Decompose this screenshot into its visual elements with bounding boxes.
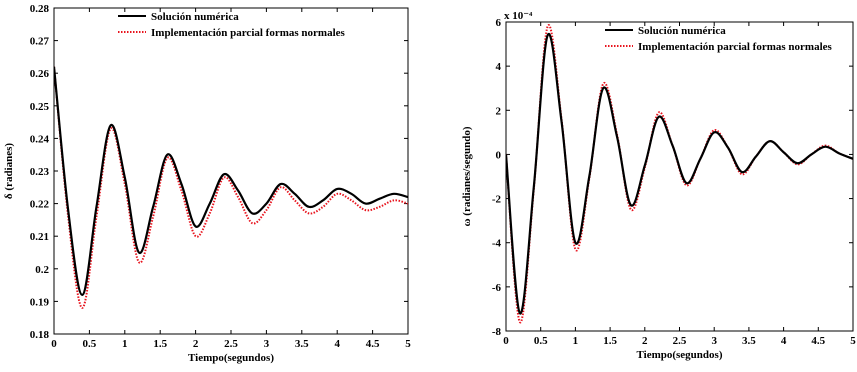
x-tick-label: 1: [573, 335, 579, 347]
chart-omega-svg: 0 0.5 1 1.5 2 2.5 3 3.5 4 4.5 5 -8 -6 -4 -2 0 2 4 6x 10⁻⁴ T…: [461, 10, 856, 361]
legend-entry: Implementación parcial formas normales: [638, 41, 833, 53]
x-tick-label: 0: [51, 338, 57, 350]
y-exponent-label: x 10⁻⁴: [504, 10, 533, 22]
x-tick-label: 0: [503, 335, 509, 347]
x-tick-label: 1.5: [153, 338, 167, 350]
series-line-implementacion-parcial: [54, 66, 408, 309]
x-tick-label: 1: [122, 338, 128, 350]
y-tick-label: -6: [492, 282, 502, 294]
x-tick-label: 2: [193, 338, 199, 350]
y-tick-label: 0.24: [30, 133, 50, 145]
x-tick-label: 2: [642, 335, 648, 347]
x-tick-label: 4.5: [366, 338, 380, 350]
x-tick-label: 5: [850, 335, 856, 347]
x-tick-label: 2.5: [224, 338, 238, 350]
y-tick-label: -2: [492, 194, 502, 206]
plot-frame: [505, 21, 854, 332]
y-tick-label: 4: [496, 61, 502, 73]
y-tick-label: 0.28: [30, 3, 50, 15]
y-tick-label: 0.18: [30, 329, 50, 341]
x-tick-label: 5: [405, 338, 411, 350]
series-line-solucion-numerica: [506, 32, 853, 315]
y-tick-label: 0.2: [35, 264, 49, 276]
y-tick-label: 0.19: [30, 296, 50, 308]
x-tick-label: 3.5: [295, 338, 309, 350]
y-tick-label: 0.25: [30, 101, 50, 113]
y-tick-label: 6: [496, 17, 502, 29]
series-line-solucion-numerica: [54, 66, 408, 296]
legend-entry: Implementación parcial formas normales: [151, 27, 346, 39]
y-tick-label: 0.27: [30, 36, 50, 48]
x-tick-label: 4.5: [811, 335, 825, 347]
y-tick-label: -8: [492, 326, 502, 338]
chart-delta-svg: 0 0.5 1 1.5 2 2.5 3 3.5 4 4.5 5 0.18 0.19 0.2 0.21 0.22…: [3, 3, 411, 364]
chart-omega: 0 0.5 1 1.5 2 2.5 3 3.5 4 4.5 5 -8 -6 -4 -2 0 2 4 6 x 10⁻⁴ T…: [440, 0, 857, 372]
plot-frame: [53, 7, 409, 335]
x-tick-label: 3: [711, 335, 717, 347]
x-axis-label: Tiempo(segundos): [188, 352, 274, 364]
y-tick-label: 0.23: [30, 166, 50, 178]
y-tick-label: 0.21: [30, 231, 49, 243]
x-tick-label: 3: [264, 338, 270, 350]
y-axis-label: ω (radianes/segundo): [461, 126, 473, 226]
x-axis-label: Tiempo(segundos): [637, 349, 723, 361]
y-tick-label: 2: [496, 105, 502, 117]
y-axis-label: δ (radianes): [3, 143, 15, 199]
x-tick-label: 1.5: [603, 335, 617, 347]
y-tick-label: 0.26: [30, 68, 50, 80]
x-tick-label: 0.5: [534, 335, 548, 347]
y-tick-label: 0: [496, 149, 502, 161]
x-tick-label: 3.5: [742, 335, 756, 347]
x-tick-label: 4: [781, 335, 787, 347]
x-tick-label: 4: [334, 338, 340, 350]
y-tick-label: 0.22: [30, 199, 50, 211]
legend-entry: Solución numérica: [151, 11, 239, 23]
x-tick-label: 0.5: [83, 338, 97, 350]
chart-delta: 0 0.5 1 1.5 2 2.5 3 3.5 4 4.5 5 0.18 0.19 0.2 0.21 0.22…: [0, 0, 420, 372]
y-tick-label: -4: [492, 238, 502, 250]
legend-entry: Solución numérica: [638, 25, 726, 37]
x-tick-label: 2.5: [673, 335, 687, 347]
